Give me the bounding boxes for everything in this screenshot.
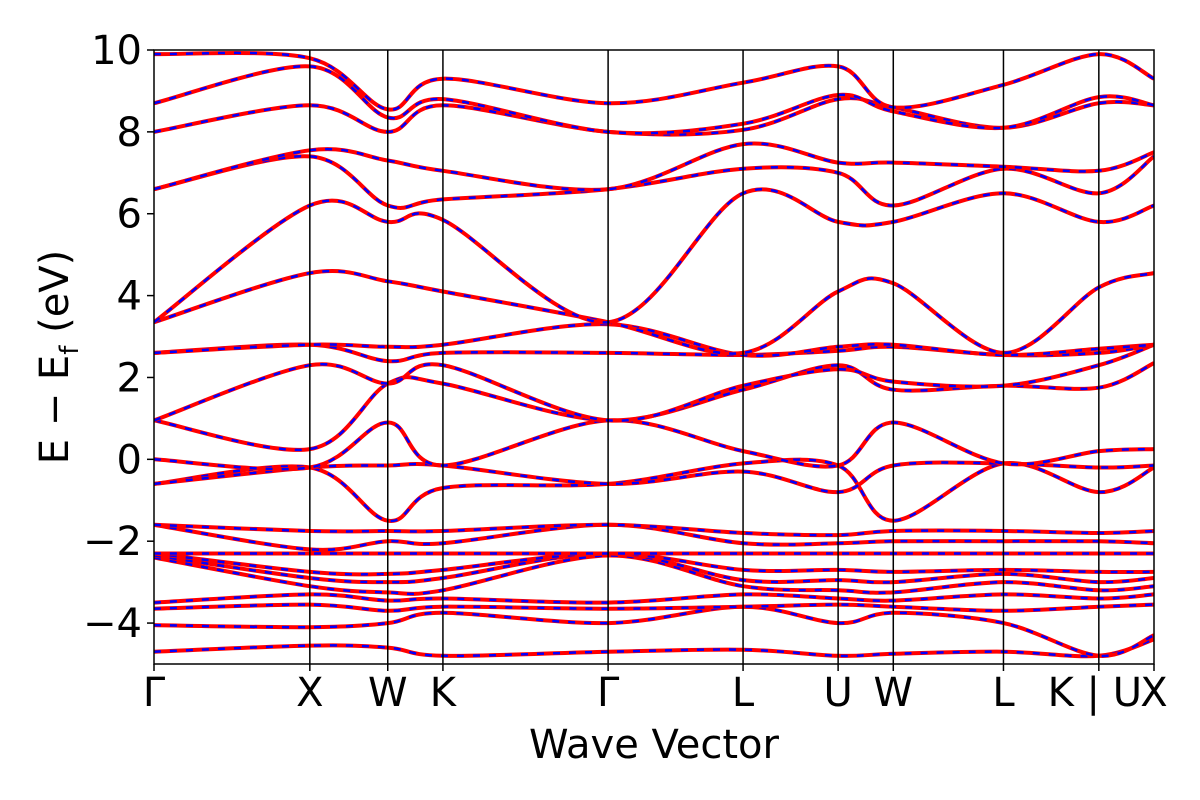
x-tick-label: Γ [143, 670, 166, 716]
band-line-dashed [154, 322, 1154, 357]
y-axis-title-subscript: f [55, 345, 85, 355]
band-line-dashed [154, 552, 1154, 576]
x-tick-label: K | U [1048, 670, 1142, 716]
band-line [154, 522, 1154, 552]
x-tick-label: L [992, 670, 1015, 716]
x-tick-label: L [732, 670, 755, 716]
y-tick-label: 2 [117, 355, 142, 401]
band-line [154, 592, 1154, 605]
y-tick-label: 6 [117, 192, 142, 238]
plot-frame [153, 49, 1155, 665]
band-line [154, 602, 1154, 613]
band-line-dashed [154, 142, 1154, 192]
band-line-dashed [154, 155, 1154, 210]
x-axis-title: Wave Vector [529, 722, 780, 768]
y-axis-ticks: −4 −2 0 2 4 6 8 10 [83, 28, 154, 647]
band-line-dashed [154, 419, 1154, 471]
x-tick-label: W [874, 670, 914, 716]
x-tick-label: Γ [597, 670, 620, 716]
band-line [154, 522, 1154, 538]
y-axis-title: E − Ef (eV) [32, 250, 85, 465]
band-line [154, 637, 1154, 659]
x-tick-label: U [823, 670, 852, 716]
y-tick-label: −4 [83, 601, 142, 647]
band-line-dashed [154, 552, 1154, 584]
y-tick-label: 10 [91, 28, 142, 74]
y-axis-title-main: E − E [32, 355, 78, 465]
band-line-dashed [154, 51, 1154, 111]
x-tick-label: X [1140, 670, 1167, 716]
x-tick-label: X [296, 670, 323, 716]
y-tick-label: 8 [117, 110, 142, 156]
x-tick-label: K [430, 670, 458, 716]
x-tick-label: W [368, 670, 408, 716]
band-line-dashed [154, 65, 1154, 135]
y-tick-label: 0 [117, 437, 142, 483]
y-tick-label: 4 [117, 274, 142, 320]
kpoint-lines [309, 50, 1100, 664]
band-line-dashed [154, 269, 1154, 355]
y-tick-label: −2 [83, 519, 142, 565]
band-line-dashed [154, 554, 1154, 596]
y-axis-title-suffix: (eV) [32, 250, 78, 346]
